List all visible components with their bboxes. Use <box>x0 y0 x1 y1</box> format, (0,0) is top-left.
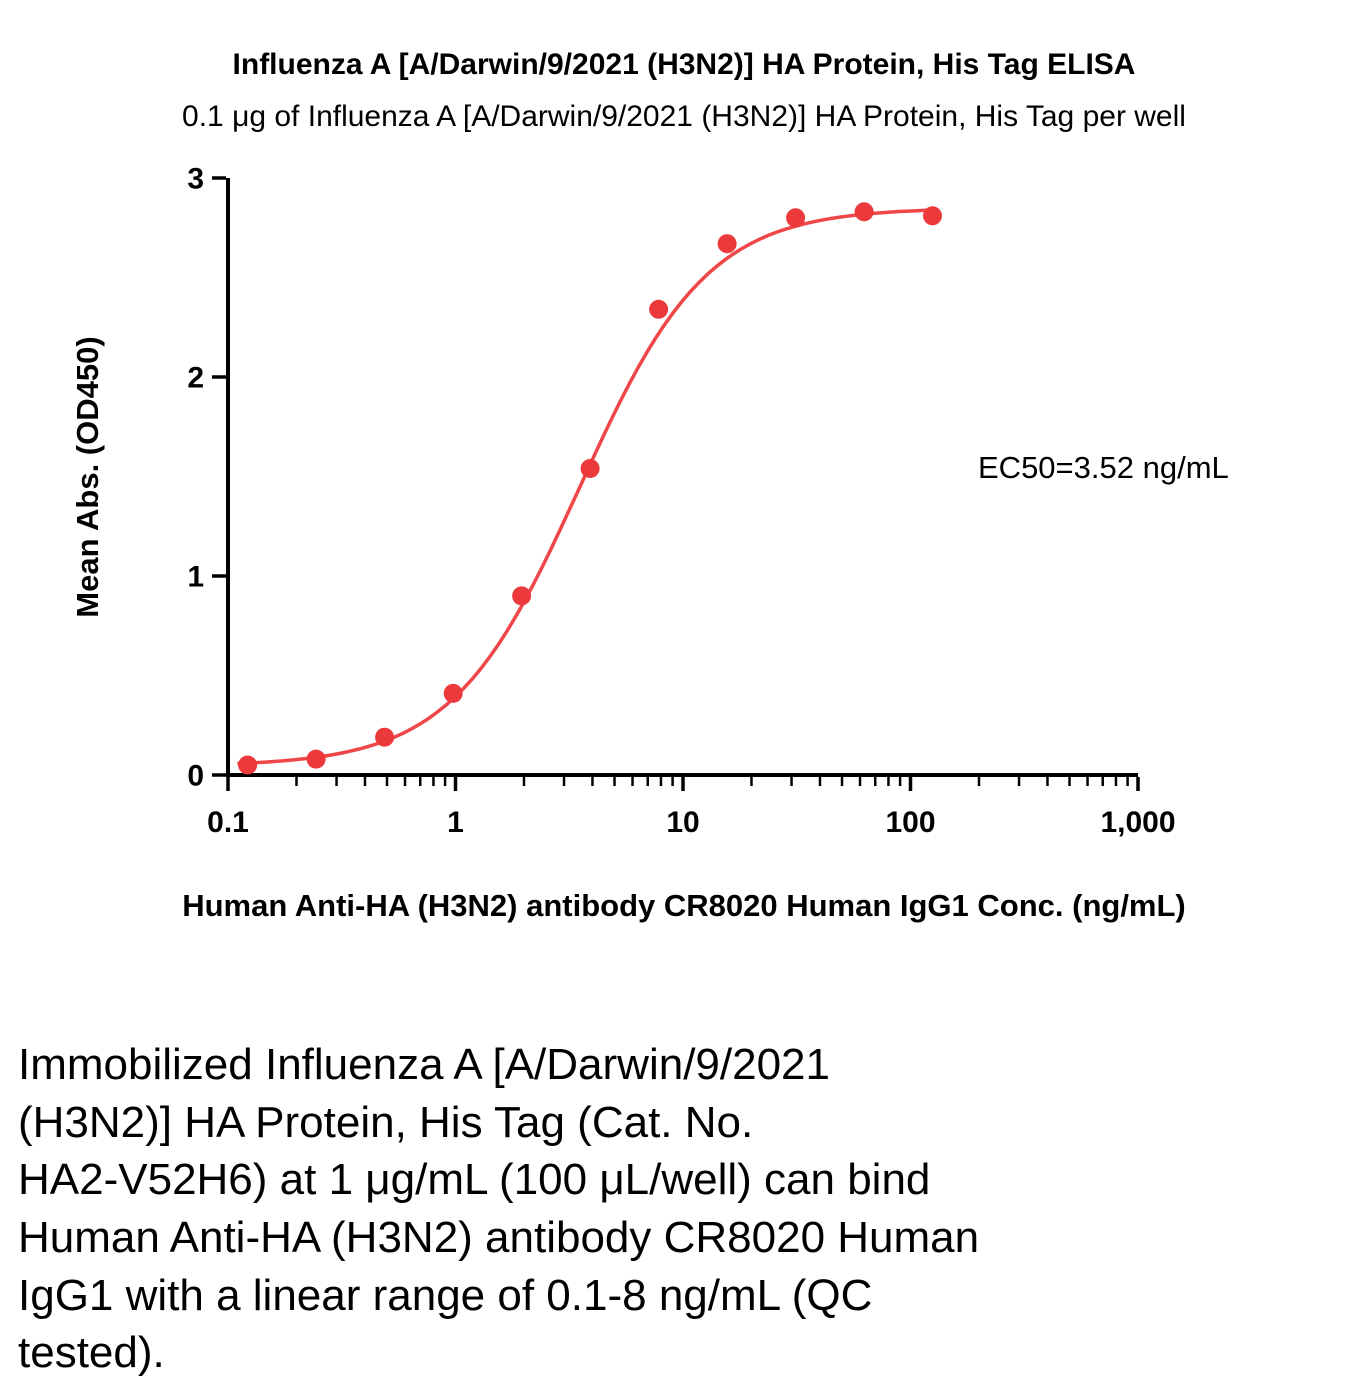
y-tick-label: 0 <box>187 760 204 793</box>
data-point <box>717 234 737 254</box>
fit-curve <box>237 208 935 766</box>
description-line: (H3N2)] HA Protein, His Tag (Cat. No. <box>18 1097 754 1147</box>
data-point <box>375 727 395 747</box>
data-point <box>649 299 669 319</box>
data-point <box>854 202 874 222</box>
chart-title: Influenza A [A/Darwin/9/2021 (H3N2)] HA … <box>232 48 1136 81</box>
description-line: HA2-V52H6) at 1 μg/mL (100 μL/well) can … <box>18 1155 931 1205</box>
x-axis-label: Human Anti-HA (H3N2) antibody CR8020 Hum… <box>182 888 1186 923</box>
ec50-annotation: EC50=3.52 ng/mL <box>978 450 1229 485</box>
data-point <box>443 683 463 703</box>
data-point <box>512 586 532 606</box>
elisa-dose-response-chart: 0 1 2 3 0.1 1 10 100 1,000 <box>187 163 1175 840</box>
description-line: IgG1 with a linear range of 0.1-8 ng/mL … <box>18 1270 873 1320</box>
data-point <box>580 459 600 478</box>
description-line: Human Anti-HA (H3N2) antibody CR8020 Hum… <box>18 1212 980 1262</box>
x-tick-label: 1,000 <box>1100 806 1175 839</box>
description-line: tested). <box>18 1328 165 1378</box>
x-tick-label: 1 <box>447 806 464 839</box>
x-tick-label: 100 <box>885 806 935 839</box>
y-tick-label: 1 <box>187 561 204 594</box>
data-point <box>923 206 942 226</box>
data-point <box>786 208 806 228</box>
data-point <box>238 755 258 775</box>
x-tick-label: 10 <box>666 806 699 839</box>
y-tick-label: 2 <box>187 362 204 395</box>
y-axis-label: Mean Abs. (OD450) <box>70 336 105 618</box>
x-tick-label: 0.1 <box>207 806 249 839</box>
y-tick-label: 3 <box>187 163 204 196</box>
description-line: Immobilized Influenza A [A/Darwin/9/2021 <box>18 1040 831 1089</box>
figure-description: Immobilized Influenza A [A/Darwin/9/2021… <box>18 1036 1354 1382</box>
chart-subtitle: 0.1 μg of Influenza A [A/Darwin/9/2021 (… <box>182 100 1186 133</box>
data-point <box>306 749 326 769</box>
